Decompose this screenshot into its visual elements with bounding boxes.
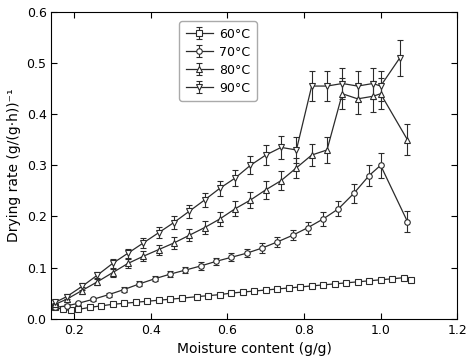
- Y-axis label: Drying rate (g/(g·h))⁻¹: Drying rate (g/(g·h))⁻¹: [7, 89, 21, 242]
- X-axis label: Moisture content (g/g): Moisture content (g/g): [177, 342, 332, 356]
- Legend: 60°C, 70°C, 80°C, 90°C: 60°C, 70°C, 80°C, 90°C: [179, 21, 257, 101]
